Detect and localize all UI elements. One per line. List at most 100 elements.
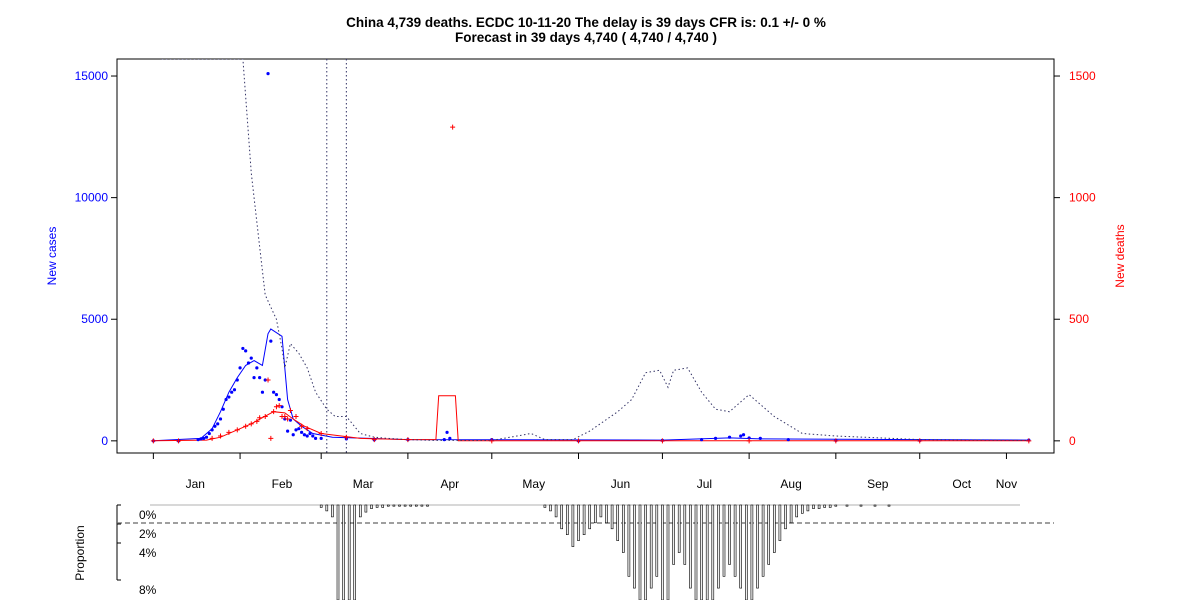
case-point [297,427,301,431]
proportion-bar [331,504,334,518]
case-point [249,356,253,360]
proportion-bar [672,504,675,565]
case-point [699,438,704,442]
case-point [199,437,203,441]
case-point [266,71,270,76]
chart-subtitle: Forecast in 39 days 4,740 ( 4,740 / 4,74… [455,30,717,45]
death-point [746,438,752,444]
proportion-bar [409,504,413,507]
proportion-bar [767,504,771,565]
proportion-bar [728,504,731,565]
case-point [786,438,790,442]
proportion-bar [717,504,720,589]
proportion-bar [705,504,709,600]
y-left-tick-label: 5000 [81,312,108,326]
case-point [302,433,306,437]
proportion-bar [677,504,681,553]
y-left-tick-label: 0 [101,434,108,448]
cases-smoothed-line [153,328,1029,442]
case-point [230,390,234,394]
proportion-bar [744,504,748,600]
case-point [204,435,209,439]
proportion-bar [750,504,754,600]
proportion-bar [593,504,597,524]
proportion-bar [828,504,832,508]
proportion-tick-label: 4% [139,546,157,560]
deaths-smoothed-line [153,395,1029,442]
death-point [209,435,215,441]
proportion-bar [426,504,429,507]
proportion-bar [420,504,424,507]
death-point [576,438,582,444]
death-point [282,414,288,420]
case-point [747,436,751,440]
proportion-bar [616,504,620,541]
main-plot: 0 5000 10000 15000 0 500 1000 1500 Jan Feb Mar Ap… [45,58,1127,491]
proportion-bar [543,504,547,508]
x-tick-label: Jul [697,477,712,491]
y-right-tick-label: 1000 [1069,191,1096,205]
case-point [255,366,259,370]
case-point [213,424,217,428]
case-point [727,435,732,439]
death-point [268,435,274,441]
proportion-bar [414,504,418,507]
death-point [273,404,279,410]
proportion-bar [859,504,863,507]
case-point [196,438,200,442]
case-point [269,339,273,343]
proportion-bar [694,504,698,600]
proportion-bar [683,504,687,565]
proportion-bar [666,504,670,600]
x-tick-label: Mar [353,477,374,491]
x-tick-label: Apr [441,477,460,491]
proportion-bar [336,504,340,600]
proportion-bar [319,504,323,508]
case-point [238,366,242,370]
death-point [150,438,156,444]
proportion-bar [565,504,569,536]
proportion-bar [655,504,659,577]
proportion-bar [577,504,580,541]
case-point [263,378,267,382]
proportion-tick-label: 8% [139,583,157,597]
proportion-bar [812,504,815,509]
proportion-bar [823,504,826,508]
case-point [286,429,290,433]
proportion-tick-label: 0% [139,508,157,522]
x-tick-label: Sep [867,477,889,491]
x-tick-label: Nov [996,477,1017,491]
chart-title: China 4,739 deaths. ECDC 10-11-20 The de… [346,15,826,30]
proportion-bar [358,504,362,518]
proportion-bar [784,504,787,530]
proportion-bar [761,504,765,577]
case-point [741,433,746,437]
death-point [287,407,293,413]
x-axis: Jan Feb Mar Apr May Jun Jul Aug Sep Oct Nov [152,453,1017,491]
death-point [176,438,182,444]
case-point [272,390,276,394]
proportion-bar [638,504,642,600]
y-axis-left: 0 5000 10000 15000 [75,69,117,448]
proportion-bar [342,504,345,600]
case-point [319,436,323,441]
proportion-bar [605,504,608,524]
proportion-bar [381,504,385,508]
proportion-bar [386,504,390,507]
proportion-bar [560,504,564,530]
death-point [226,429,232,435]
proportion-bar [778,504,782,541]
case-point [739,434,743,438]
case-point [313,436,318,441]
y-left-tick-label: 10000 [75,191,109,205]
case-point [258,376,262,380]
proportion-bar [789,504,793,524]
case-point [224,397,228,402]
death-point [489,438,495,444]
case-point [216,422,220,426]
case-point [235,378,239,382]
proportion-bar [347,504,351,600]
proportion-bar [392,504,396,507]
death-point [243,423,249,429]
